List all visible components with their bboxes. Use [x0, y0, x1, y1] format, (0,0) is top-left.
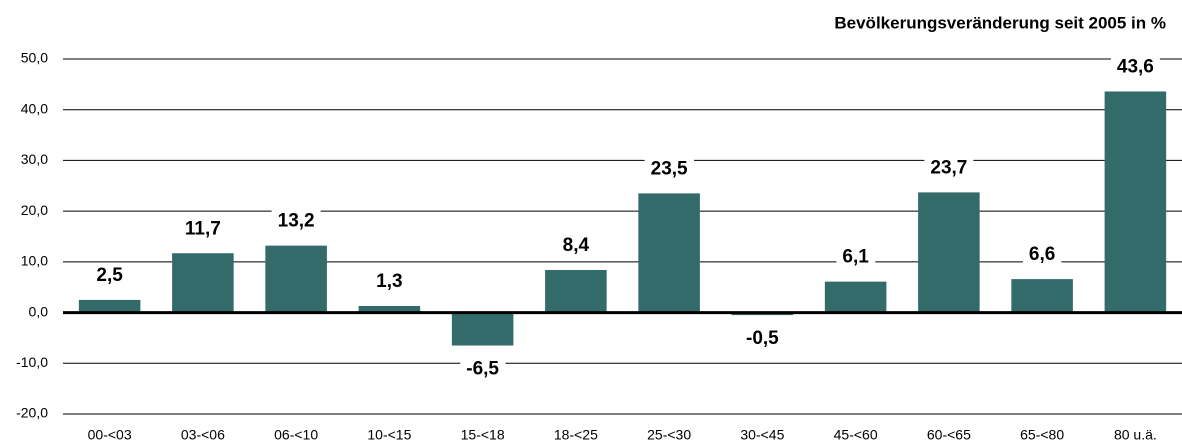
label-background: [556, 232, 596, 258]
data-label: 23,7: [930, 157, 967, 178]
label-background: [740, 326, 786, 352]
grid: -20,0 -10,0 0,0 10,0 20,0 30,0 40,0 50,0: [16, 50, 1182, 421]
y-tick-label: -20,0: [16, 405, 48, 421]
bar: [1104, 91, 1167, 313]
bar: [451, 312, 514, 346]
x-tick-label: 03-<06: [181, 427, 225, 443]
bars: 00-<03 03-<06 06-<10 10-<15 15-<18 18-<25 25-<…: [78, 91, 1167, 443]
data-label: 2,5: [96, 265, 123, 286]
label-background: [836, 244, 876, 270]
bar: [358, 305, 421, 313]
x-tick-label: 60-<65: [927, 427, 971, 443]
x-tick-label: 00-<03: [88, 427, 132, 443]
bar: [78, 299, 141, 313]
label-background: [178, 216, 227, 242]
bar: [918, 192, 980, 313]
data-label: 1,3: [376, 271, 402, 292]
bar: [1011, 279, 1073, 313]
label-background: [90, 262, 130, 288]
labels: 2,5 11,7 13,2 1,3 -6,5 8,4 23,5 -0,5 6,1 23,7 6,6 4…: [90, 54, 1160, 382]
label-background: [644, 156, 695, 182]
label-background: [271, 208, 321, 234]
data-label: 6,6: [1029, 244, 1055, 265]
data-label: 8,4: [563, 235, 590, 256]
label-background: [370, 268, 409, 294]
data-label: 23,5: [651, 158, 688, 179]
x-tick-label: 15-<18: [461, 427, 505, 443]
chart-title: Bevölkerungsveränderung seit 2005 in %: [834, 13, 1166, 32]
bar: [545, 269, 607, 313]
data-label: -0,5: [746, 328, 779, 349]
x-tick-label: 45-<60: [834, 427, 878, 443]
bar: [172, 253, 234, 313]
x-tick-label: 10-<15: [367, 427, 411, 443]
x-tick-label: 18-<25: [554, 427, 598, 443]
data-label: 11,7: [185, 218, 221, 239]
label-background: [924, 155, 974, 181]
x-tick-label: 06-<10: [274, 427, 318, 443]
y-tick-label: 50,0: [21, 50, 48, 66]
y-tick-label: 40,0: [21, 100, 48, 116]
label-background: [1110, 54, 1160, 80]
label-background: [1022, 242, 1062, 268]
bar: [824, 281, 887, 313]
x-tick-label: 25-<30: [647, 427, 691, 443]
y-tick-label: 20,0: [21, 202, 48, 218]
y-tick-label: 30,0: [21, 151, 48, 167]
x-tick-label: 65-<80: [1020, 427, 1064, 443]
data-label: 6,1: [842, 247, 869, 268]
data-label: -6,5: [466, 359, 499, 380]
y-tick-label: -10,0: [16, 354, 48, 370]
y-tick-label: 0,0: [29, 303, 49, 319]
label-background: [460, 356, 506, 382]
x-tick-label: 80 u.ä.: [1114, 427, 1157, 443]
y-tick-label: 10,0: [21, 253, 48, 269]
x-tick-label: 30-<45: [740, 427, 784, 443]
data-label: 43,6: [1117, 56, 1154, 77]
bar: [265, 245, 327, 313]
bar: [638, 193, 700, 313]
data-label: 13,2: [278, 211, 315, 232]
